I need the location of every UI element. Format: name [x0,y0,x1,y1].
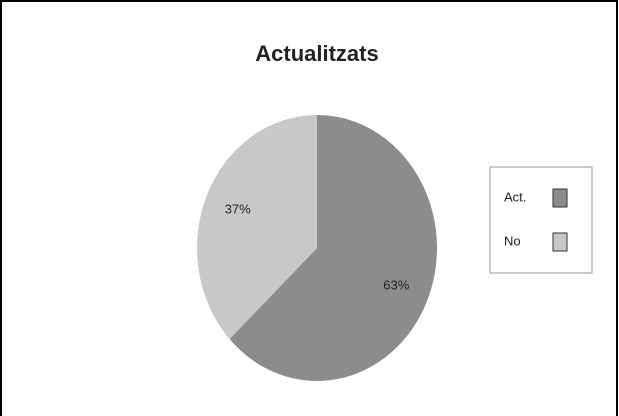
legend-label: Act. [504,189,526,204]
legend-box [489,166,593,274]
data-label: 37% [225,201,251,216]
legend-label: No [504,233,521,248]
legend-swatch [552,188,568,208]
chart-title: Actualitzats [255,41,378,66]
data-label: 63% [383,277,409,292]
pie-slice [229,115,437,381]
legend-swatch [552,232,568,252]
pie-slice [197,115,317,340]
